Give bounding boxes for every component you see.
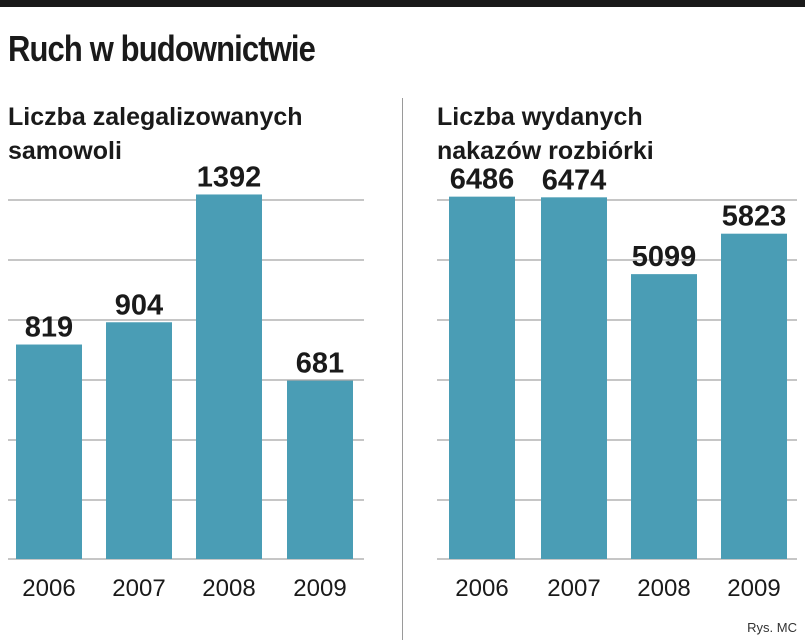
left-bar-2007 (106, 322, 172, 559)
left-tick-label-2006: 2006 (22, 575, 75, 602)
right-tick-label-2008: 2008 (637, 575, 690, 602)
page-title: Ruch w budownictwie (8, 28, 316, 69)
right-bar-2009 (721, 233, 787, 559)
right-value-label-2008: 5099 (632, 241, 697, 273)
credit-text: Rys. MC (747, 620, 797, 635)
right-bar-2006 (449, 196, 515, 559)
right-value-label-2007: 6474 (542, 164, 607, 196)
left-value-label-2007: 904 (115, 289, 163, 321)
left-tick-label-2009: 2009 (293, 575, 346, 602)
right-value-label-2009: 5823 (722, 201, 787, 233)
left-bar-chart: 819 2006 904 2007 1392 2008 681 2009 (8, 161, 364, 602)
left-value-label-2006: 819 (25, 312, 73, 344)
right-tick-label-2006: 2006 (455, 575, 508, 602)
right-value-label-2006: 6486 (450, 164, 515, 196)
left-bar-2008 (196, 194, 262, 559)
left-bar-2006 (16, 344, 82, 559)
right-chart-title: Liczba wydanych nakazów rozbiórki (437, 100, 654, 168)
right-chart-title-line-2: nakazów rozbiórki (437, 137, 654, 165)
top-rule (0, 0, 805, 7)
right-tick-label-2007: 2007 (547, 575, 600, 602)
chart-divider (402, 98, 403, 640)
left-bar-2009 (287, 380, 353, 559)
right-chart-title-line-1: Liczba wydanych (437, 103, 643, 131)
left-chart-title-line-1: Liczba zalegalizowanych (8, 103, 303, 131)
left-chart-title: Liczba zalegalizowanych samowoli (8, 100, 303, 168)
left-tick-label-2007: 2007 (112, 575, 165, 602)
left-tick-label-2008: 2008 (202, 575, 255, 602)
right-bar-2007 (541, 197, 607, 559)
left-value-label-2008: 1392 (197, 161, 262, 193)
left-chart-title-line-2: samowoli (8, 137, 122, 165)
left-value-label-2009: 681 (296, 348, 344, 380)
right-bar-2008 (631, 274, 697, 559)
right-tick-label-2009: 2009 (727, 575, 780, 602)
right-bar-chart: 6486 2006 6474 2007 5099 2008 5823 2009 (437, 164, 797, 602)
